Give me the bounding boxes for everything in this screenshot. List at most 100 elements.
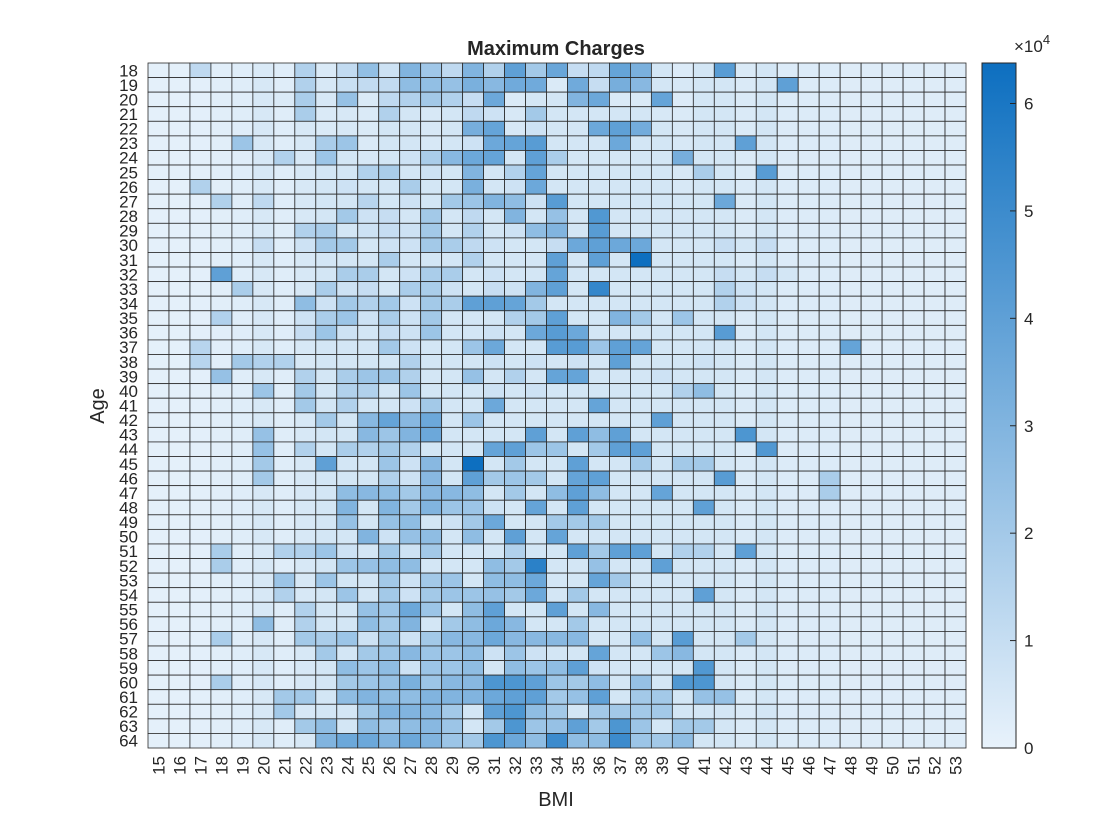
heatmap-cell [944,528,967,545]
heatmap-cell [650,237,673,253]
heatmap-cell [273,339,296,355]
heatmap-cell [231,164,254,180]
heatmap-cell [567,485,589,501]
heatmap-cell [483,543,505,559]
heatmap-cell [797,237,820,253]
heatmap-cell [294,485,317,501]
heatmap-cell [252,558,275,574]
heatmap-cell [776,514,799,530]
heatmap-cell [252,485,275,501]
heatmap-cell [839,208,862,224]
heatmap-cell [755,441,778,457]
heatmap-cell [713,91,736,108]
heatmap-cell [504,412,526,428]
heatmap-cell [147,470,170,487]
heatmap-cell [483,456,505,472]
heatmap-cell [231,485,254,501]
heatmap-cell [567,179,589,195]
y-tick-label: 39 [119,367,138,386]
heatmap-cell [923,528,946,545]
heatmap-cell [504,703,526,720]
heatmap-cell [839,543,862,559]
heatmap-cell [357,587,380,603]
heatmap-cell [839,587,862,603]
heatmap-cell [923,426,946,443]
heatmap-cell [357,660,380,676]
heatmap-cell [713,660,736,676]
heatmap-cell [567,77,589,93]
heatmap-cell [546,426,568,443]
heatmap-cell [692,499,715,516]
heatmap-cell [336,91,359,108]
y-tick-label: 42 [119,411,138,430]
heatmap-cell [818,601,841,618]
heatmap-cell [315,441,338,457]
heatmap-cell [294,601,317,618]
heatmap-cell [189,441,212,457]
heatmap-cell [504,150,526,166]
heatmap-cell [210,383,233,399]
heatmap-cell [315,397,338,414]
heatmap-cell [734,733,757,749]
heatmap-cell [671,426,694,443]
heatmap-cell [483,718,505,734]
heatmap-cell [944,601,967,618]
heatmap-cell [441,616,464,632]
heatmap-cell [671,514,694,530]
heatmap-cell [315,164,338,180]
heatmap-cell [797,703,820,720]
heatmap-cell [755,514,778,530]
heatmap-cell [630,222,652,239]
heatmap-cell [902,689,925,705]
heatmap-cell [567,601,589,618]
x-tick-label: 38 [632,756,651,775]
heatmap-cell [168,703,191,720]
heatmap-cell [860,164,883,180]
heatmap-cell [734,281,757,297]
heatmap-cell [504,587,526,603]
heatmap-cell [546,106,568,122]
heatmap-cell [588,631,610,647]
heatmap-cell [210,208,233,224]
heatmap-cell [650,412,673,428]
heatmap-cell [567,310,589,326]
heatmap-cell [378,616,401,632]
heatmap-cell [734,339,757,355]
heatmap-cell [189,164,212,180]
heatmap-cell [273,222,296,239]
heatmap-cell [378,543,401,559]
heatmap-cell [671,237,694,253]
x-tick-label: 30 [464,756,483,775]
heatmap-cell [944,77,967,93]
heatmap-cell [923,601,946,618]
heatmap-cell [630,397,652,414]
heatmap-cell [923,368,946,385]
heatmap-cell [630,77,652,93]
colorbar-tick-label: 0 [1024,739,1033,758]
heatmap-cell [923,616,946,632]
heatmap-cell [420,456,443,472]
heatmap-cell [797,499,820,516]
heatmap-cell [588,528,610,545]
heatmap-cell [692,310,715,326]
heatmap-cell [441,281,464,297]
y-tick-label: 53 [119,571,138,590]
heatmap-cell [776,733,799,749]
heatmap-cell [734,718,757,734]
heatmap-cell [546,295,568,312]
heatmap-cell [902,281,925,297]
heatmap-cell [881,558,904,574]
heatmap-cell [881,631,904,647]
heatmap-cell [755,470,778,487]
heatmap-cell [692,485,715,501]
heatmap-cell [189,689,212,705]
heatmap-cell [252,470,275,487]
heatmap-cell [420,485,443,501]
heatmap-cell [609,237,631,253]
heatmap-cell [525,558,547,574]
heatmap-cell [546,135,568,151]
heatmap-cell [420,703,443,720]
heatmap-cell [818,412,841,428]
heatmap-cell [294,616,317,632]
heatmap-cell [818,470,841,487]
